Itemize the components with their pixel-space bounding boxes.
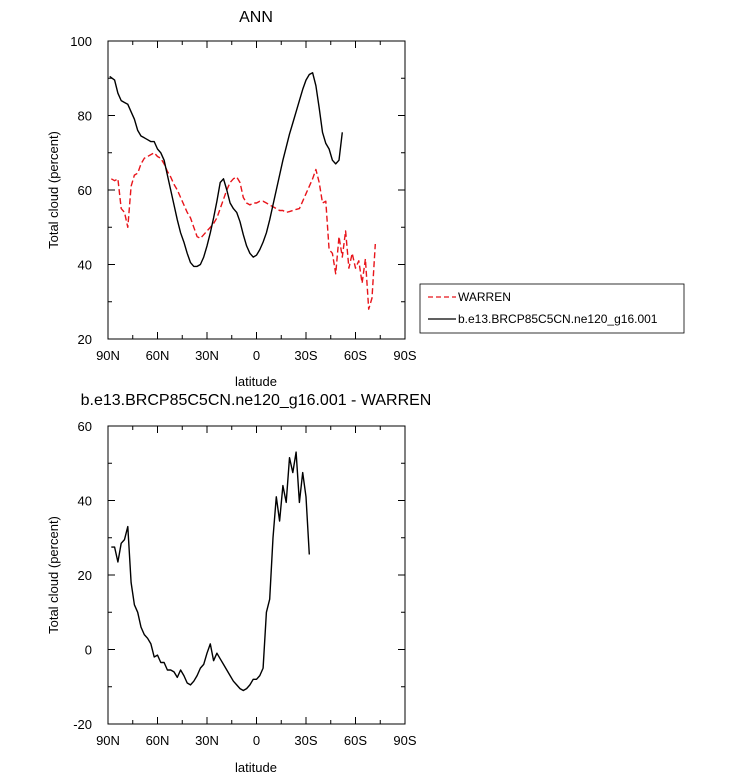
bottom-series-line-0	[111, 451, 310, 692]
bottom-chart-title: b.e13.BRCP85C5CN.ne120_g16.001 - WARREN	[81, 392, 432, 409]
top-y-tick-labels: 20 40 60 80 100	[70, 34, 92, 347]
bottom-x-tick-label: 30N	[195, 733, 219, 748]
bottom-panel: b.e13.BRCP85C5CN.ne120_g16.001 - WARREN …	[46, 392, 431, 775]
bottom-x-tick-label: 60N	[146, 733, 170, 748]
bottom-y-tick-label: 60	[78, 419, 92, 434]
legend: WARREN b.e13.BRCP85C5CN.ne120_g16.001	[419, 283, 685, 334]
top-x-tick-label: 30S	[294, 348, 317, 363]
top-x-tick-label: 60N	[146, 348, 170, 363]
top-y-tick-label: 40	[78, 258, 92, 273]
bottom-x-tick-label: 60S	[344, 733, 367, 748]
bottom-axis-ticks	[107, 425, 406, 725]
bottom-y-tick-label: 0	[85, 643, 92, 658]
top-plot-frame	[107, 40, 406, 340]
top-x-tick-label: 60S	[344, 348, 367, 363]
bottom-x-tick-label: 0	[253, 733, 260, 748]
bottom-x-tick-label: 90S	[393, 733, 416, 748]
top-x-tick-label: 90S	[393, 348, 416, 363]
bottom-y-axis-label: Total cloud (percent)	[46, 516, 61, 634]
top-y-tick-label: 100	[70, 34, 92, 49]
legend-label-warren: WARREN	[458, 290, 511, 304]
bottom-series-lines	[111, 451, 310, 692]
bottom-x-tick-label: 30S	[294, 733, 317, 748]
top-x-tick-label: 0	[253, 348, 260, 363]
bottom-x-tick-labels: 90N 60N 30N 0 30S 60S 90S	[96, 733, 417, 748]
bottom-y-tick-label: 40	[78, 494, 92, 509]
top-chart-title: ANN	[239, 9, 273, 26]
legend-box	[419, 283, 685, 334]
top-x-tick-label: 90N	[96, 348, 120, 363]
bottom-y-tick-label: -20	[73, 717, 92, 732]
bottom-x-tick-label: 90N	[96, 733, 120, 748]
top-y-axis-label: Total cloud (percent)	[46, 131, 61, 249]
top-x-tick-labels: 90N 60N 30N 0 30S 60S 90S	[96, 348, 417, 363]
top-x-axis-label: latitude	[235, 374, 277, 389]
top-series-line-0	[110, 152, 376, 310]
top-panel: ANN 90N 60N 30N 0 30S 60S 90S 20 40 60 80 100 lati…	[46, 9, 417, 389]
top-series-lines	[109, 71, 376, 310]
top-x-tick-label: 30N	[195, 348, 219, 363]
top-axis-ticks	[107, 40, 406, 340]
top-y-tick-label: 60	[78, 183, 92, 198]
top-series-line-1	[109, 71, 343, 268]
bottom-y-tick-label: 20	[78, 568, 92, 583]
bottom-x-axis-label: latitude	[235, 760, 277, 775]
legend-label-model: b.e13.BRCP85C5CN.ne120_g16.001	[458, 312, 658, 326]
bottom-y-tick-labels: -20 0 20 40 60	[73, 419, 92, 732]
top-y-tick-label: 20	[78, 332, 92, 347]
top-y-tick-label: 80	[78, 109, 92, 124]
